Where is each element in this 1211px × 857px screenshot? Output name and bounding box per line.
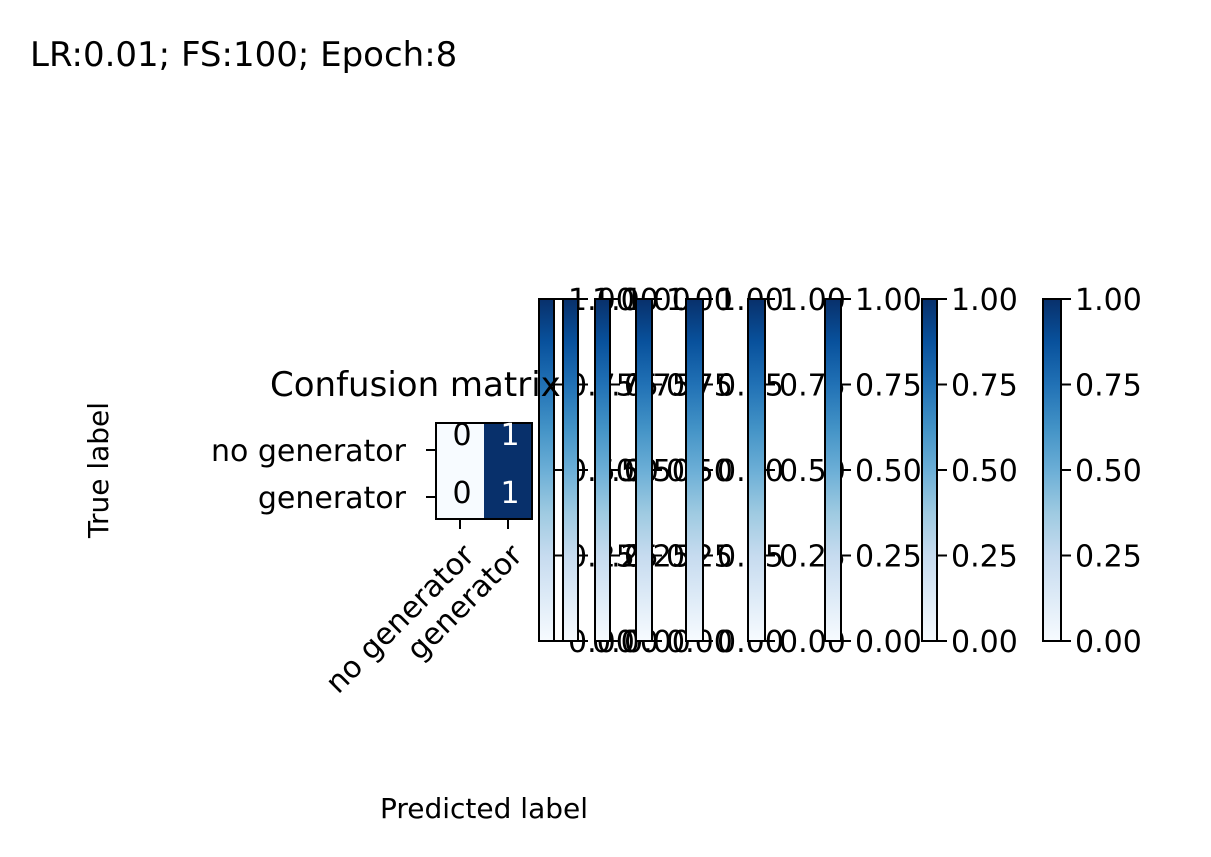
chart-title: Confusion matrix xyxy=(270,365,561,405)
matrix-cell-label: 1 xyxy=(500,476,519,511)
colorbar: 0.000.250.500.751.00 xyxy=(594,283,691,660)
colorbar-gradient xyxy=(1042,298,1062,642)
colorbar-gradient xyxy=(685,298,704,642)
colorbar-tick-label: 0.25 xyxy=(1075,540,1142,575)
colorbar: 0.000.250.500.751.00 xyxy=(635,283,733,660)
colorbar-gradient xyxy=(635,298,653,642)
colorbar: 0.00 0.25 0.50 0.75 1.00 xyxy=(824,283,922,660)
colorbar-tick-label: 1.00 xyxy=(951,283,1018,318)
colorbar-tick-label: 0.75 xyxy=(951,369,1018,404)
matrix-cell xyxy=(436,471,484,519)
colorbar-tick-label: 1.00 xyxy=(855,283,922,318)
matrix-frame xyxy=(435,422,533,520)
x-axis-label: Predicted label xyxy=(380,792,588,825)
colorbar-tick-label: 0.00 xyxy=(951,625,1018,660)
colorbar-gradient xyxy=(747,298,766,642)
y-axis-label: True label xyxy=(82,402,115,539)
colorbar-gradient xyxy=(562,298,579,642)
colorbar: 0.00 0.25 0.50 0.75 1.00 xyxy=(921,283,1018,660)
matrix-cell xyxy=(484,471,532,519)
matrix-cell-label: 0 xyxy=(452,418,471,453)
colorbar-tick-label: 0.50 xyxy=(1075,454,1142,489)
colorbar-tick-label: 0.00 xyxy=(1075,625,1142,660)
matrix-cell-label: 1 xyxy=(500,418,519,453)
matrix-cell xyxy=(436,423,484,471)
figure-suptitle: LR:0.01; FS:100; Epoch:8 xyxy=(30,35,457,75)
matrix-cell-label: 0 xyxy=(452,476,471,511)
colorbar-gradient xyxy=(594,298,611,642)
colorbar-tick-label: 0.25 xyxy=(855,540,922,575)
colorbar-tick-label: 1.00 xyxy=(1075,283,1142,318)
colorbar-tick-label: 0.75 xyxy=(1075,369,1142,404)
colorbar-tick-label: 0.00 xyxy=(855,625,922,660)
colorbar: 0.000.250.500.751.00 xyxy=(685,283,784,660)
colorbar: 0.00 0.25 0.50 0.75 1.00 xyxy=(1042,283,1142,660)
colorbar-tick-label: 0.50 xyxy=(855,454,922,489)
colorbar-tick-label: 0.75 xyxy=(855,369,922,404)
colorbar-gradient xyxy=(824,298,842,642)
y-tick-label: generator xyxy=(258,481,407,516)
colorbar-stack: 0.00 0.25 0.50 0.75 1.00 0.00 0.25 0.50 0.75 1.00… xyxy=(538,283,1142,660)
y-tick-label: no generator xyxy=(211,434,407,469)
colorbar-tick-label: 0.25 xyxy=(951,540,1018,575)
colorbar-gradient xyxy=(921,298,938,642)
colorbar-tick-label: 0.50 xyxy=(951,454,1018,489)
colorbar-gradient xyxy=(538,298,555,642)
matrix-cell xyxy=(484,423,532,471)
